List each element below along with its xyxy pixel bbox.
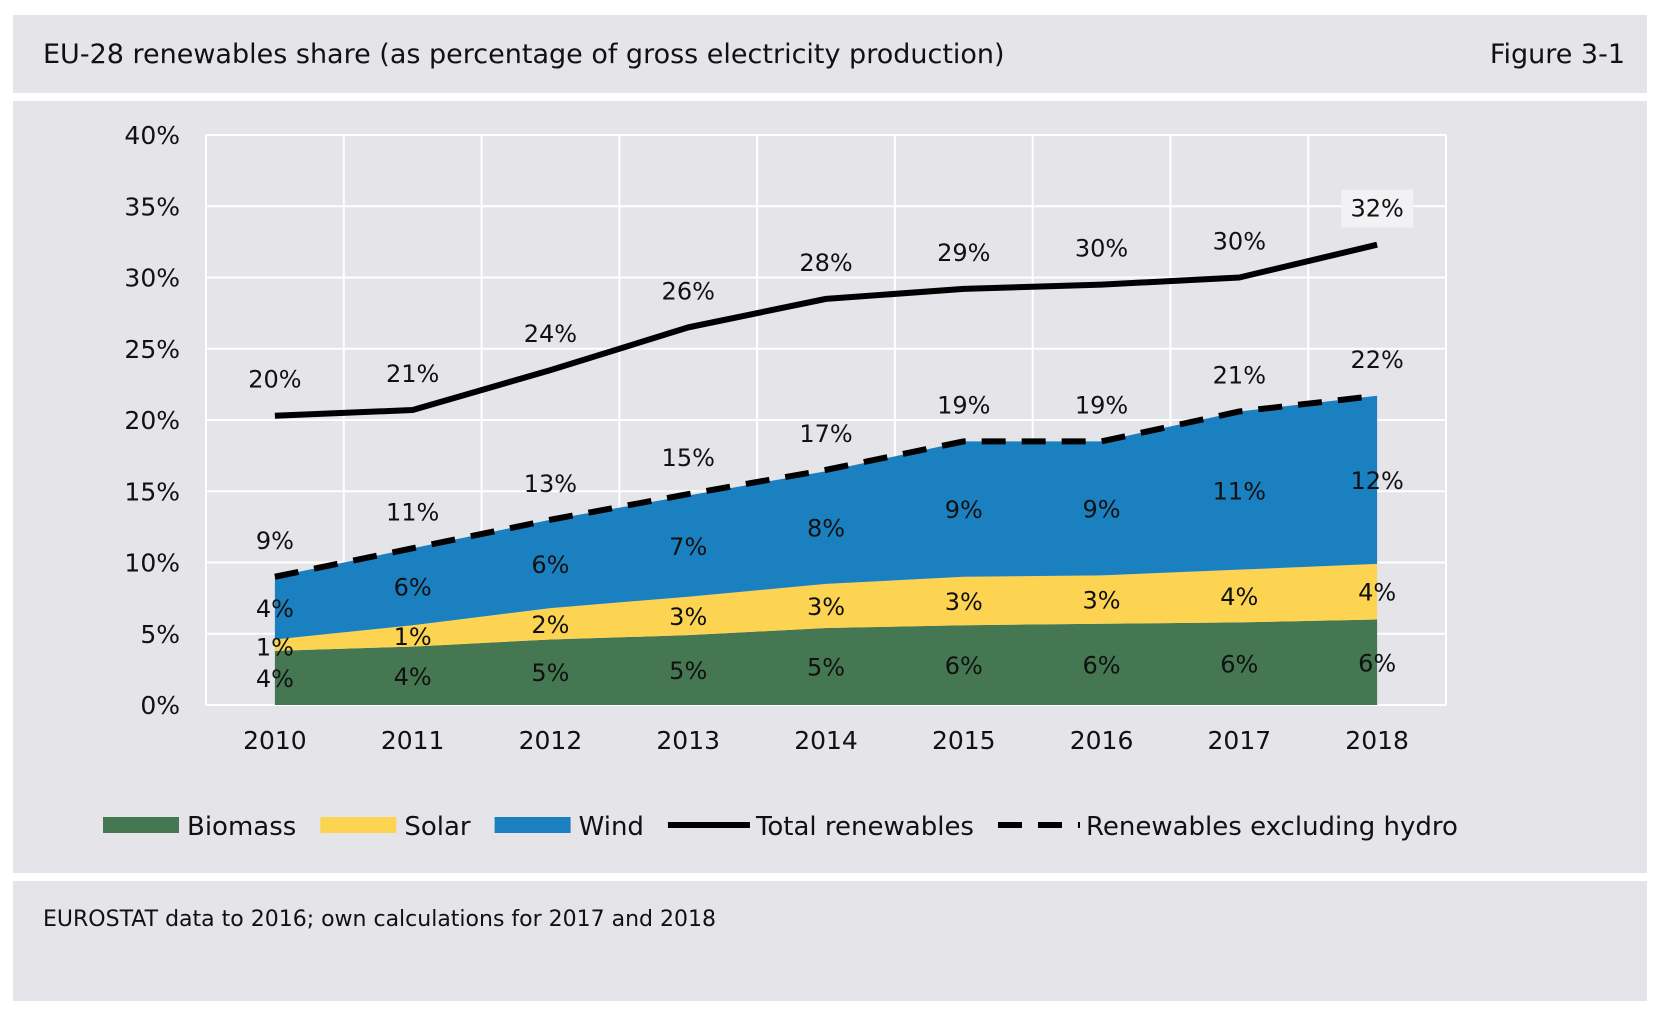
x-tick-label: 2015 [932, 726, 996, 755]
data-label-box [1341, 189, 1414, 228]
data-label-excl-hydro: 13% [524, 470, 577, 498]
data-label-total: 28% [799, 249, 852, 277]
data-label-excl-hydro: 11% [386, 498, 439, 526]
data-label-excl-hydro: 19% [937, 391, 990, 419]
data-label-excl-hydro: 22% [1350, 346, 1403, 374]
legend-label: Wind [579, 812, 644, 842]
x-tick-label: 2014 [794, 726, 858, 755]
data-label-total: 20% [248, 366, 301, 394]
data-label-wind: 9% [1083, 495, 1121, 523]
data-label-biomass: 6% [1358, 649, 1396, 677]
header-panel: EU-28 renewables share (as percentage of… [13, 15, 1647, 93]
y-tick-label: 0% [140, 691, 180, 720]
data-label-excl-hydro: 9% [256, 527, 294, 555]
data-label-solar: 3% [945, 588, 983, 616]
data-label-wind: 11% [1213, 478, 1266, 506]
x-tick-label: 2016 [1070, 726, 1134, 755]
data-label-total: 21% [386, 360, 439, 388]
y-tick-label: 15% [124, 477, 180, 506]
data-label-wind: 6% [531, 551, 569, 579]
data-label-excl-hydro: 19% [1075, 391, 1128, 419]
y-tick-label: 20% [124, 406, 180, 435]
data-label-total: 29% [937, 239, 990, 267]
data-label-biomass: 6% [1220, 651, 1258, 679]
legend-label: Biomass [187, 812, 296, 842]
area-wind [274, 395, 1378, 640]
x-tick-label: 2017 [1208, 726, 1272, 755]
data-label-wind: 6% [394, 574, 432, 602]
chart-panel: 0% 5% 10% 15% 20% 25% 30% 35% 40% 4% 4% 5% 5% 5% 6% 6% 6… [13, 101, 1647, 873]
y-tick-label: 25% [124, 335, 180, 364]
data-label-solar: 4% [1358, 579, 1396, 607]
data-label-solar: 4% [1220, 583, 1258, 611]
area-solar [274, 563, 1378, 651]
data-label-biomass: 5% [531, 659, 569, 687]
area-biomass [274, 619, 1378, 705]
legend-swatch-biomass [103, 817, 179, 833]
legend-label: Total renewables [755, 812, 974, 842]
data-label-total: 32% [1350, 195, 1403, 223]
data-label-solar: 1% [256, 633, 294, 661]
data-label-total: 30% [1213, 228, 1266, 256]
legend-label: Renewables excluding hydro [1086, 812, 1458, 842]
data-label-biomass: 6% [945, 652, 983, 680]
data-label-solar: 3% [807, 593, 845, 621]
data-label-solar: 1% [394, 623, 432, 651]
data-label-total: 24% [524, 320, 577, 348]
data-label-excl-hydro: 17% [799, 420, 852, 448]
data-label-wind: 7% [669, 533, 707, 561]
x-tick-label: 2018 [1345, 726, 1409, 755]
line-renewables-excl-hydro [274, 392, 1378, 580]
data-label-solar: 2% [531, 611, 569, 639]
data-label-excl-hydro: 21% [1213, 361, 1266, 389]
y-tick-label: 35% [124, 192, 180, 221]
y-tick-label: 30% [124, 264, 180, 293]
data-label-total: 26% [662, 277, 715, 305]
y-tick-label: 5% [140, 620, 180, 649]
y-tick-label: 40% [124, 121, 180, 150]
data-label-wind: 9% [945, 496, 983, 524]
legend-swatch-solar [320, 817, 397, 833]
x-tick-label: 2011 [381, 726, 445, 755]
footer-panel: EUROSTAT data to 2016; own calculations … [13, 881, 1647, 1001]
data-label-excl-hydro: 15% [662, 444, 715, 472]
chart-svg: 0% 5% 10% 15% 20% 25% 30% 35% 40% 4% 4% 5% 5% 5% 6% 6% 6… [103, 121, 1458, 842]
data-label-wind: 8% [807, 515, 845, 543]
line-total-renewables [274, 241, 1378, 419]
y-tick-label: 10% [124, 549, 180, 578]
legend-label: Solar [404, 812, 471, 842]
figure-label: Figure 3-1 [1489, 39, 1625, 70]
legend-swatch-wind [494, 817, 571, 833]
data-label-wind: 4% [256, 595, 294, 623]
data-label-biomass: 4% [256, 665, 294, 693]
data-label-wind: 12% [1350, 467, 1403, 495]
data-label-biomass: 4% [394, 663, 432, 691]
data-label-biomass: 6% [1083, 651, 1121, 679]
chart-title: EU-28 renewables share (as percentage of… [43, 39, 1005, 70]
data-label-biomass: 5% [669, 657, 707, 685]
source-note: EUROSTAT data to 2016; own calculations … [43, 907, 716, 932]
data-label-solar: 3% [1083, 587, 1121, 615]
data-label-total: 30% [1075, 235, 1128, 263]
x-tick-label: 2012 [519, 726, 583, 755]
data-label-solar: 3% [669, 603, 707, 631]
x-tick-label: 2013 [656, 726, 720, 755]
x-tick-label: 2010 [243, 726, 307, 755]
data-label-biomass: 5% [807, 654, 845, 682]
